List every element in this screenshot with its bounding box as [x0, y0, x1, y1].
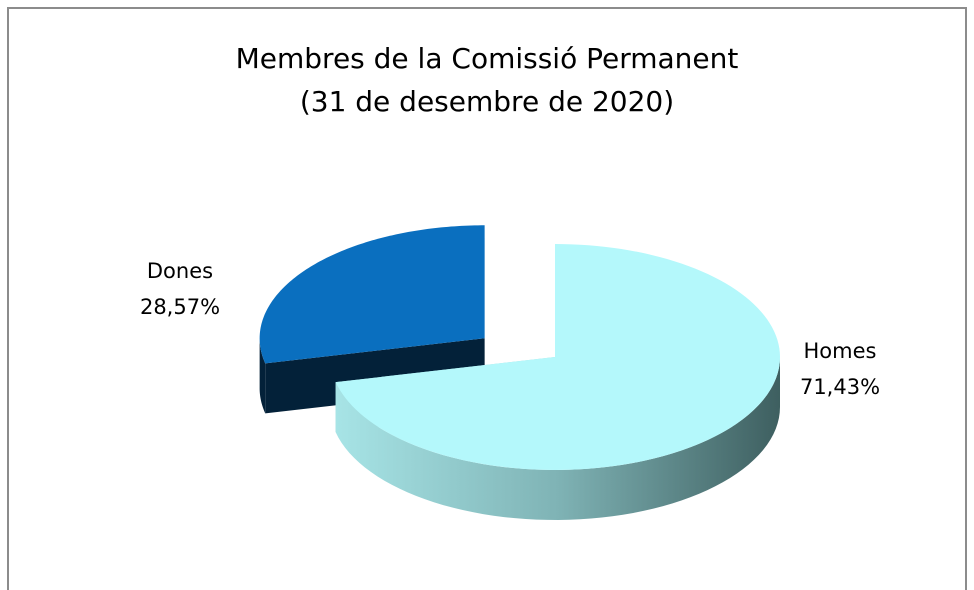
slice-cut-face — [265, 338, 485, 414]
slice-side — [335, 357, 780, 520]
chart-title: (31 de desembre de 2020) — [300, 85, 674, 118]
pie-slice — [259, 225, 485, 364]
data-label-name: Dones — [147, 259, 213, 283]
data-label-value: 28,57% — [140, 295, 220, 319]
slice-side — [259, 338, 266, 414]
chart-title: Membres de la Comissió Permanent — [236, 42, 739, 75]
pie-slice — [335, 244, 780, 470]
data-label-value: 71,43% — [800, 375, 880, 399]
chart-border — [7, 7, 967, 590]
data-label-name: Homes — [804, 339, 877, 363]
